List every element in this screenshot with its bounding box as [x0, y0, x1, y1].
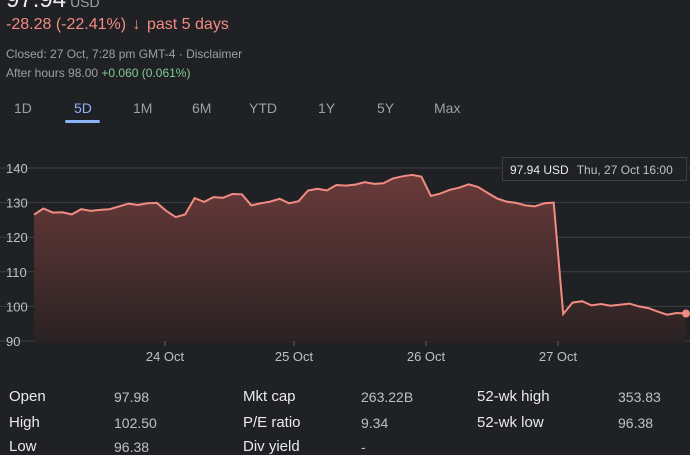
after-hours-change: +0.060 (0.061%): [101, 66, 191, 80]
y-tick-label: 130: [6, 196, 28, 211]
stat-high-label: High: [9, 414, 40, 431]
tab-1d[interactable]: 1D: [14, 100, 32, 116]
x-tick-label: 26 Oct: [407, 349, 446, 364]
change-pct: (-22.41%): [55, 16, 127, 33]
stat-pe-value: 9.34: [361, 415, 389, 431]
stat-mktcap-label: Mkt cap: [243, 388, 296, 405]
current-price: 97.94 USD: [6, 0, 100, 14]
current-price-marker: [682, 309, 690, 318]
closed-info: Closed: 27 Oct, 7:28 pm GMT-4 · Disclaim…: [6, 47, 243, 61]
stat-open-label: Open: [9, 388, 46, 405]
price-chart[interactable]: 140 130 120 110 100 90 24 Oct 25 Oct 26 Oct 27 O…: [0, 150, 690, 365]
stat-open-value: 97.98: [114, 389, 150, 405]
chart-tooltip: 97.94 USD Thu, 27 Oct 16:00: [502, 157, 687, 181]
tab-max[interactable]: Max: [434, 100, 461, 116]
stat-high-value: 102.50: [114, 415, 157, 431]
after-hours-label: After hours 98.00: [6, 66, 99, 80]
y-tick-label: 120: [6, 230, 28, 245]
y-tick-label: 100: [6, 299, 28, 314]
x-tick-label: 25 Oct: [275, 349, 314, 364]
x-tick-label: 24 Oct: [146, 349, 185, 364]
active-tab-indicator: [65, 120, 100, 123]
stat-low-value: 96.38: [114, 439, 150, 455]
stat-divyield-label: Div yield: [243, 438, 300, 455]
y-tick-label: 90: [6, 334, 20, 349]
stat-mktcap-value: 263.22B: [361, 389, 414, 405]
stat-52wk-high-label: 52-wk high: [477, 388, 550, 405]
after-hours-info: After hours 98.00 +0.060 (0.061%): [6, 66, 190, 80]
tab-1y[interactable]: 1Y: [318, 100, 336, 116]
tab-1m[interactable]: 1M: [133, 100, 153, 116]
range-tabs: 1D 5D 1M 6M YTD 1Y 5Y Max: [0, 96, 690, 126]
stat-52wk-high-value: 353.83: [618, 389, 661, 405]
arrow-down-icon: ↓: [132, 16, 141, 33]
stat-52wk-low-label: 52-wk low: [477, 414, 544, 431]
price-area-fill: [34, 174, 686, 343]
price-line: [33, 173, 687, 317]
tab-ytd[interactable]: YTD: [249, 100, 277, 116]
tooltip-price: 97.94 USD: [510, 163, 569, 177]
tab-5y[interactable]: 5Y: [377, 100, 395, 116]
currency-label: USD: [70, 0, 100, 10]
x-tick-label: 27 Oct: [539, 349, 578, 364]
stat-low-label: Low: [9, 438, 37, 455]
stat-divyield-value: -: [361, 439, 366, 455]
change-value: -28.28: [6, 16, 52, 33]
tab-6m[interactable]: 6M: [192, 100, 212, 116]
price-change: -28.28 (-22.41%) ↓ past 5 days: [6, 16, 229, 34]
y-tick-label: 110: [6, 265, 27, 280]
change-period: past 5 days: [146, 16, 229, 33]
y-tick-label: 140: [6, 161, 28, 176]
price-value: 97.94: [6, 0, 66, 13]
stat-pe-label: P/E ratio: [243, 414, 301, 431]
stat-52wk-low-value: 96.38: [618, 415, 654, 431]
tooltip-time: Thu, 27 Oct 16:00: [576, 163, 673, 177]
tab-5d[interactable]: 5D: [74, 100, 92, 116]
